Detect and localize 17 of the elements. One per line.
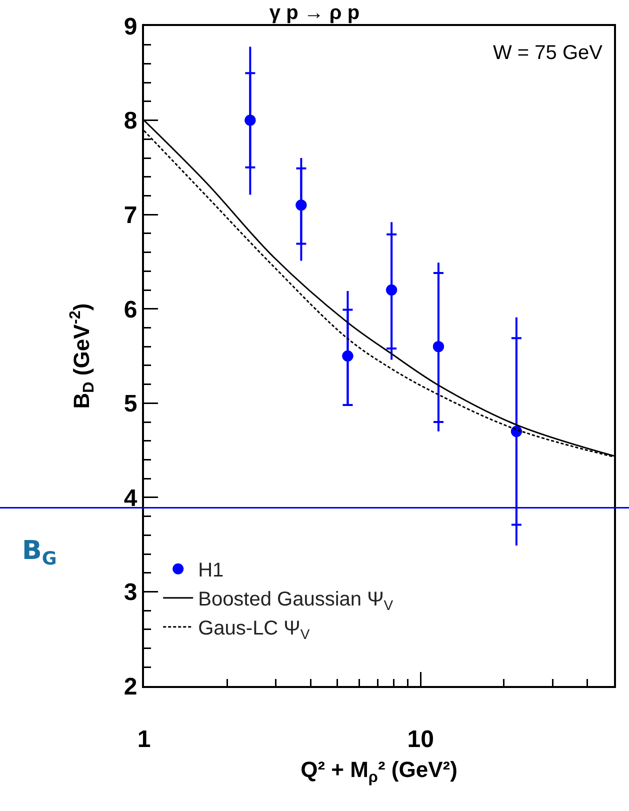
y-tick-label: 5 [124,390,138,418]
x-axis-title: Q² + M$_{ρ}$² (GeV²) [300,757,458,786]
y-tick-label: 7 [124,202,138,229]
x-tick-label: 10 [407,726,434,753]
y-tick-label: 6 [124,296,138,324]
y-tick-label: 3 [124,579,138,606]
ref-line-label: B$_{G}$ [22,536,57,570]
y-tick-label: 9 [124,13,138,40]
y-tick-label: 4 [124,484,138,512]
y-tick-label: 8 [124,108,138,135]
chart-title: γ p → ρ p [269,2,360,24]
legend-label: H1 [198,560,224,582]
y-tick-label: 2 [124,673,138,700]
annotation: W = 75 GeV [493,42,604,64]
legend-label: Gaus-LC Ψ$_{V}$ [198,618,310,642]
legend-label: Boosted Gaussian Ψ$_{V}$ [198,588,394,613]
x-tick-label: 1 [137,726,151,753]
